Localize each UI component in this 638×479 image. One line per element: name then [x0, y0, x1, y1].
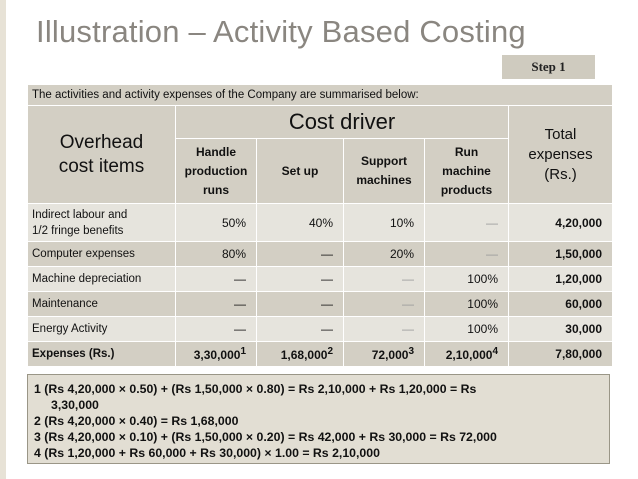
note-4: 4 (Rs 1,20,000 + Rs 60,000 + Rs 30,000) …: [34, 446, 380, 460]
total-header-line1: Total: [544, 125, 577, 143]
cell-handle: —: [175, 316, 257, 342]
row-label-line1: Indirect labour and: [32, 208, 128, 221]
slide-left-border: [0, 0, 6, 479]
total-header-line2: expenses: [528, 145, 593, 163]
note-3: 3 (Rs 4,20,000 × 0.10) + (Rs 1,50,000 × …: [34, 430, 497, 444]
cell-setup: —: [256, 241, 344, 267]
expenses-run-value: 2,10,000: [445, 348, 493, 362]
row-label: Indirect labour and 1/2 fringe benefits: [27, 203, 176, 242]
expenses-total: 7,80,000: [508, 341, 613, 367]
intro-text: The activities and activity expenses of …: [27, 84, 613, 106]
expenses-support-value: 72,000: [371, 348, 409, 362]
cell-setup: —: [256, 266, 344, 292]
cell-handle: 50%: [175, 203, 257, 242]
cell-support: 20%: [343, 241, 425, 267]
overhead-cost-items-header: Overhead cost items: [27, 105, 176, 204]
footnote-ref-2: 2: [327, 346, 333, 357]
cell-run: 100%: [424, 291, 509, 317]
support-machines-header: Support machines: [343, 138, 425, 204]
cell-handle: —: [175, 266, 257, 292]
table-row: Energy Activity — — — 100% 30,000: [27, 316, 613, 342]
total-expenses-header: Total expenses (Rs.): [508, 105, 613, 204]
cell-setup: —: [256, 291, 344, 317]
cell-support: —: [343, 266, 425, 292]
expenses-handle-value: 3,30,000: [193, 348, 241, 362]
footnote-ref-4: 4: [492, 346, 498, 357]
expenses-setup: 1,68,0002: [256, 341, 344, 367]
footnote-ref-3: 3: [408, 346, 414, 357]
row-label-line2: 1/2 fringe benefits: [32, 224, 124, 237]
header-row-sub: Handle production runs Set up Support ma…: [28, 138, 613, 204]
slide-title: Illustration – Activity Based Costing: [36, 14, 526, 49]
overhead-header-line2: cost items: [58, 155, 145, 177]
handle-header-line1: Handle: [195, 144, 236, 159]
cell-total: 1,50,000: [508, 241, 613, 267]
cell-setup: —: [256, 316, 344, 342]
set-up-header: Set up: [256, 138, 344, 204]
row-label: Maintenance: [27, 291, 176, 317]
run-header-line1: Run: [454, 144, 479, 159]
activity-cost-table: The activities and activity expenses of …: [27, 84, 613, 367]
handle-production-runs-header: Handle production runs: [175, 138, 257, 204]
note-1-continued: 3,30,000: [51, 398, 99, 412]
expenses-setup-value: 1,68,000: [280, 348, 328, 362]
handle-header-line2: production: [184, 163, 248, 178]
intro-row: The activities and activity expenses of …: [27, 84, 613, 106]
expenses-label: Expenses (Rs.): [27, 341, 176, 367]
cell-total: 60,000: [508, 291, 613, 317]
cost-driver-header: Cost driver: [175, 105, 509, 139]
expenses-support: 72,0003: [343, 341, 425, 367]
cell-total: 1,20,000: [508, 266, 613, 292]
cell-total: 4,20,000: [508, 203, 613, 242]
row-label: Machine depreciation: [27, 266, 176, 292]
cell-setup: 40%: [256, 203, 344, 242]
cell-support: —: [343, 316, 425, 342]
support-header-line1: Support: [361, 154, 407, 168]
handle-header-line3: runs: [202, 182, 229, 197]
table-row: Computer expenses 80% — 20% — 1,50,000: [27, 241, 613, 267]
expenses-total-row: Expenses (Rs.) 3,30,0001 1,68,0002 72,00…: [27, 341, 613, 367]
table-row: Maintenance — — — 100% 60,000: [27, 291, 613, 317]
cell-handle: —: [175, 291, 257, 317]
run-header-line2: machine: [442, 163, 491, 178]
table-row: Indirect labour and 1/2 fringe benefits …: [27, 203, 613, 242]
cell-support: —: [343, 291, 425, 317]
run-machine-products-header: Run machine products: [424, 138, 509, 204]
cell-total: 30,000: [508, 316, 613, 342]
cell-run: 100%: [424, 266, 509, 292]
note-1: 1 (Rs 4,20,000 × 0.50) + (Rs 1,50,000 × …: [34, 382, 477, 396]
footnote-ref-1: 1: [240, 346, 246, 357]
overhead-header-line1: Overhead: [59, 131, 144, 153]
row-label: Computer expenses: [27, 241, 176, 267]
total-header-line3: (Rs.): [544, 165, 577, 183]
header-row-top: Overhead cost items Cost driver Total ex…: [27, 105, 613, 204]
expenses-handle: 3,30,0001: [175, 341, 257, 367]
note-2: 2 (Rs 4,20,000 × 0.40) = Rs 1,68,000: [34, 414, 239, 428]
cell-run: —: [424, 203, 509, 242]
cell-run: —: [424, 241, 509, 267]
support-header-line2: machines: [356, 173, 412, 187]
cell-support: 10%: [343, 203, 425, 242]
calculation-notes: 1 (Rs 4,20,000 × 0.50) + (Rs 1,50,000 × …: [27, 374, 610, 464]
cell-run: 100%: [424, 316, 509, 342]
expenses-run: 2,10,0004: [424, 341, 509, 367]
table-row: Machine depreciation — — — 100% 1,20,000: [27, 266, 613, 292]
step-label: Step 1: [502, 55, 595, 79]
run-header-line3: products: [440, 182, 493, 197]
cell-handle: 80%: [175, 241, 257, 267]
row-label: Energy Activity: [27, 316, 176, 342]
